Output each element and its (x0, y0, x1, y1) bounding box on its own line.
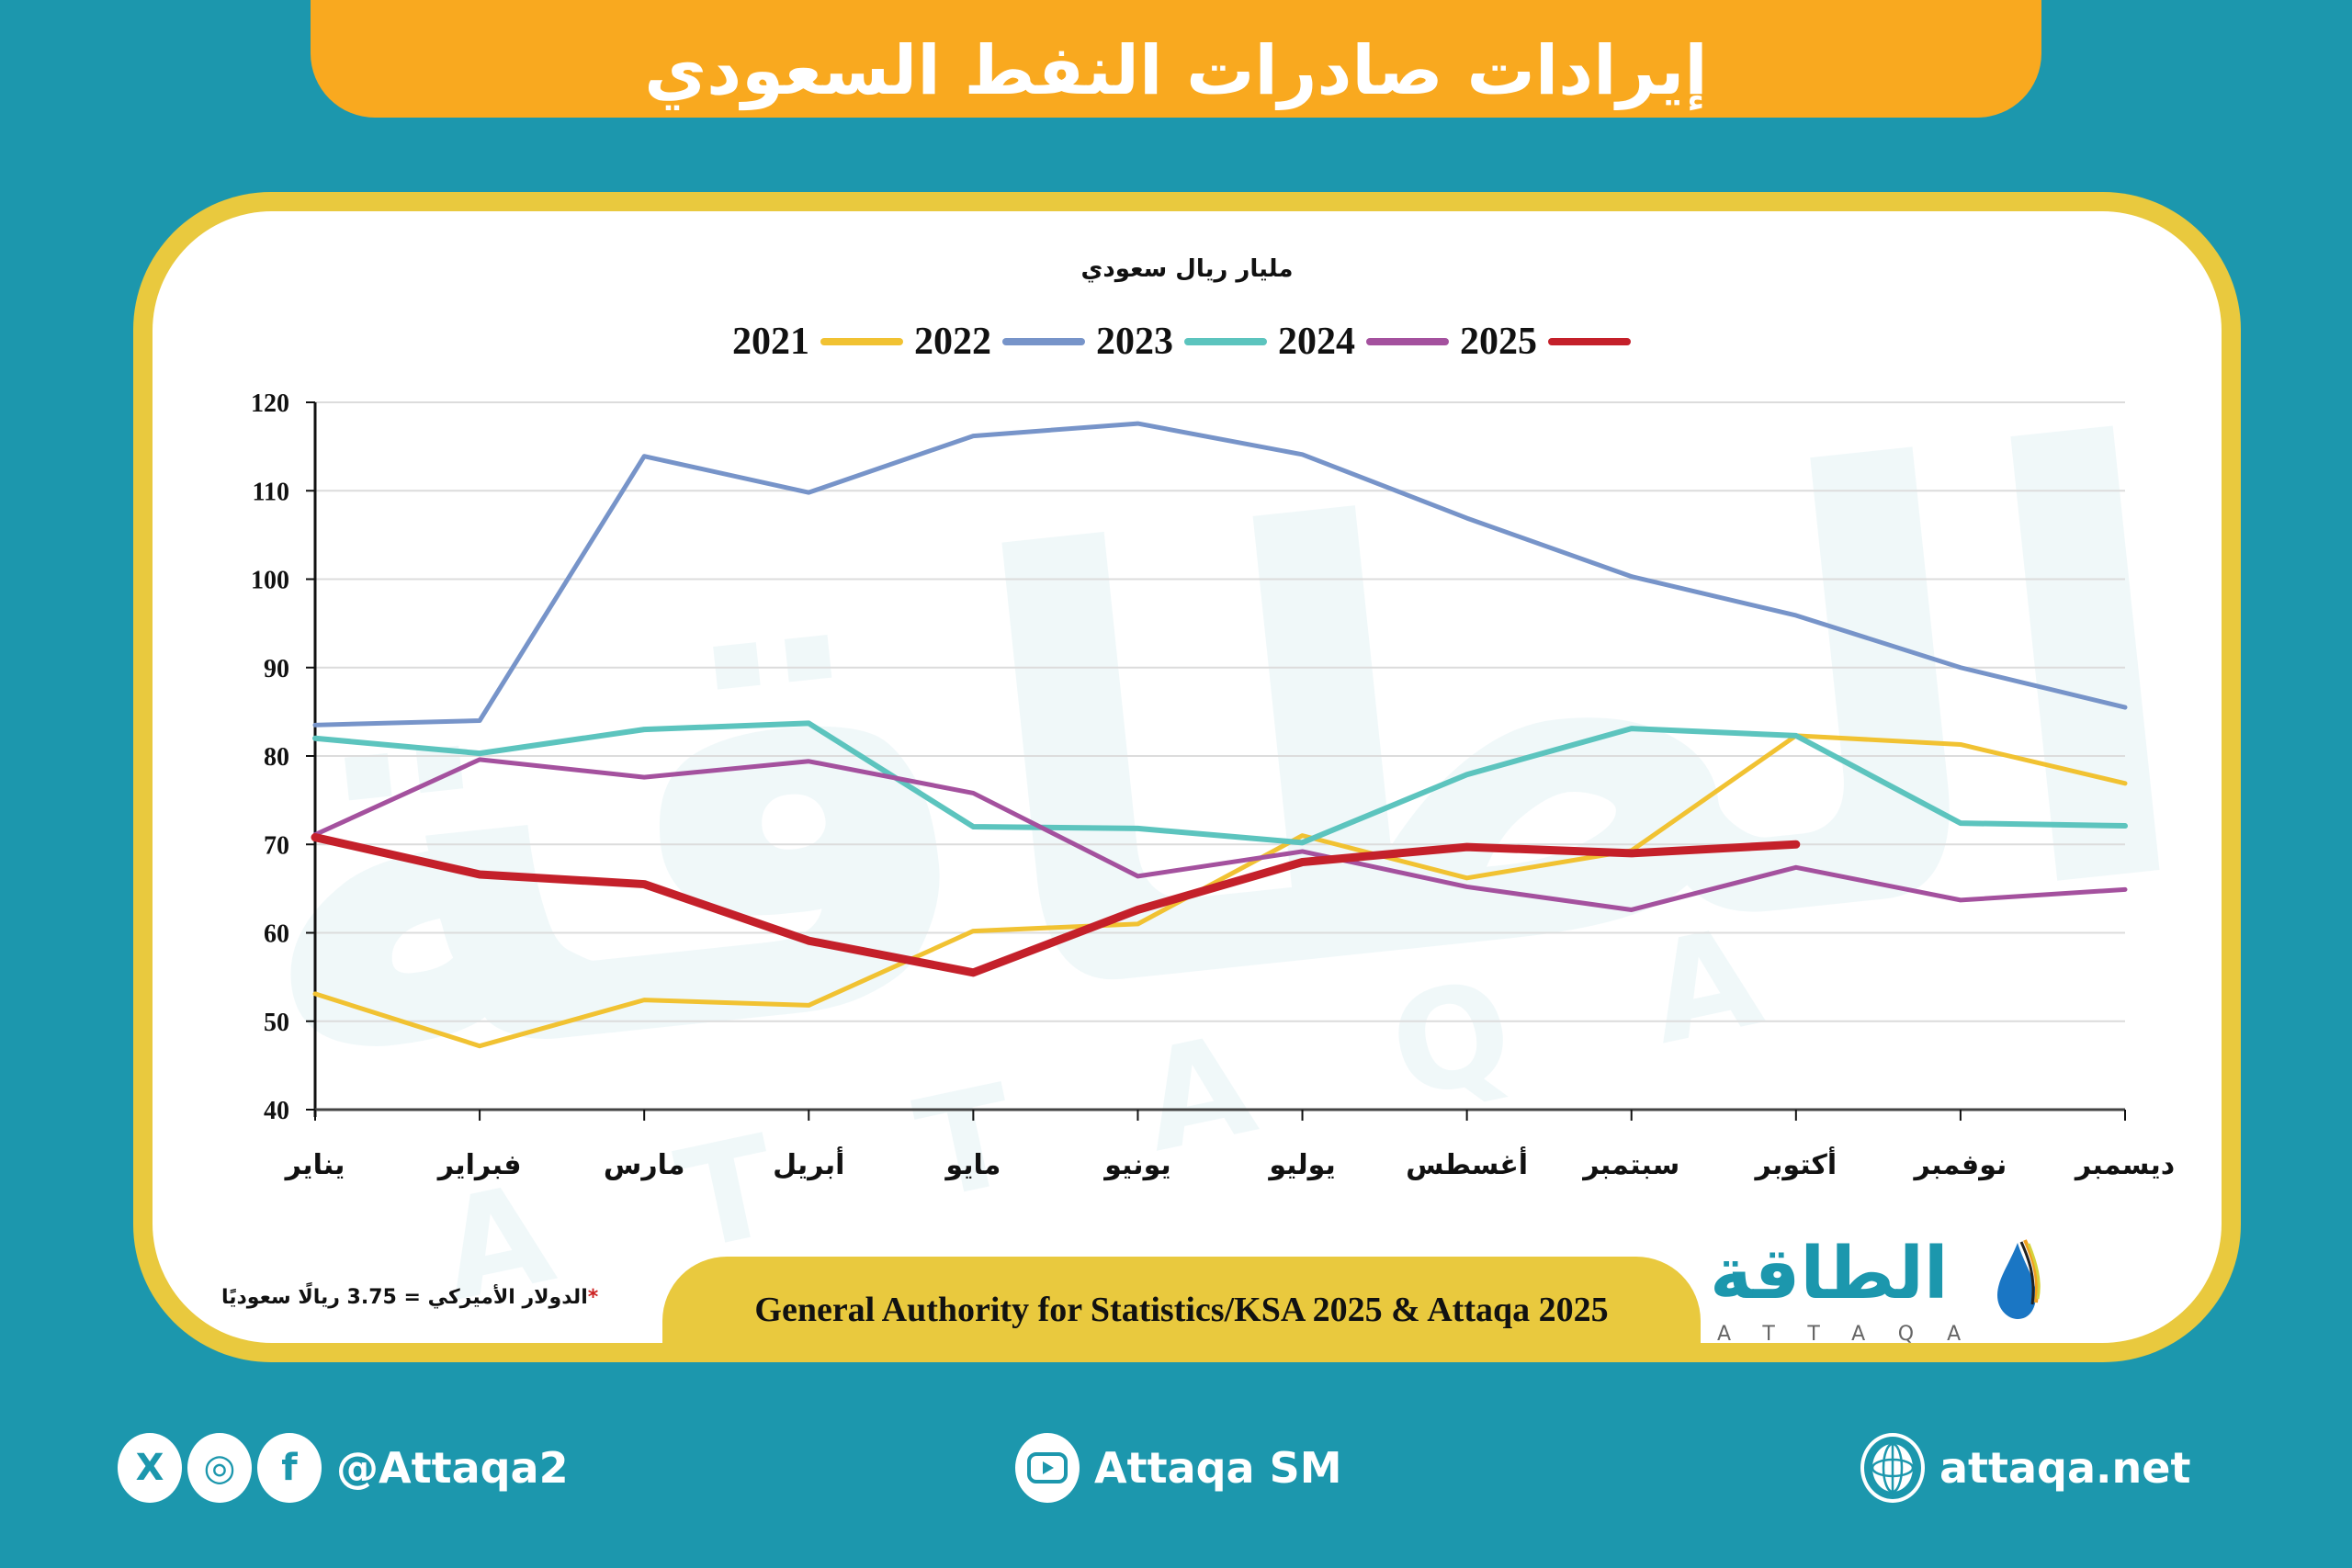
y-tick-label: 120 (251, 389, 289, 418)
source-text: General Authority for Statistics/KSA 202… (754, 1291, 1609, 1329)
x-glyph: X (135, 1447, 164, 1489)
y-tick-label: 110 (253, 478, 289, 506)
y-tick-label: 100 (251, 567, 289, 595)
legend-item-2022: 2022 (914, 320, 1096, 364)
x-tick-label: أبريل (773, 1146, 844, 1181)
chart-card-inner: الطاقة ATTAQA مليار ريال سعودي 2021 2022 2… (153, 211, 2222, 1343)
legend-label: 2021 (732, 321, 809, 363)
x-twitter-icon[interactable]: X (118, 1433, 182, 1503)
series-line-2025 (311, 833, 1801, 977)
social-links: X ◎ f @Attaqa2 (118, 1433, 569, 1503)
y-tick-label: 60 (264, 920, 289, 949)
website-link[interactable]: attaqa.net (1860, 1433, 2190, 1503)
y-tick-label: 70 (264, 831, 289, 860)
legend-item-2025: 2025 (1460, 320, 1642, 364)
y-tick-label: 80 (264, 743, 289, 772)
x-tick-label: أكتوبر (1753, 1146, 1837, 1181)
youtube-channel[interactable]: Attaqa SM (1094, 1443, 1342, 1493)
y-tick-label: 50 (264, 1009, 289, 1037)
chart-legend: 2021 2022 2023 2024 2025 (153, 320, 2222, 364)
attaqa-logo: الطاقة ATTAQA (1710, 1233, 2059, 1343)
youtube-icon[interactable] (1015, 1433, 1080, 1503)
facebook-icon[interactable]: f (257, 1433, 322, 1503)
series-line-2023 (312, 720, 2128, 846)
legend-item-2023: 2023 (1096, 320, 1278, 364)
x-tick-label: ديسمبر (2074, 1149, 2175, 1181)
social-handle[interactable]: @Attaqa2 (336, 1443, 569, 1493)
page-title: إيرادات صادرات النفط السعودي (644, 31, 1708, 110)
legend-swatch (1002, 338, 1085, 345)
footer: X ◎ f @Attaqa2 Attaqa SM attaqa.net (0, 1433, 2352, 1506)
x-tick-label: يناير (284, 1149, 345, 1181)
unit-label: مليار ريال سعودي (1080, 255, 1294, 283)
legend-swatch (820, 338, 903, 345)
legend-item-2024: 2024 (1278, 320, 1460, 364)
x-tick-label: يوليو (1267, 1149, 1335, 1181)
legend-label: 2022 (914, 321, 991, 363)
legend-swatch (1548, 338, 1631, 345)
line-chart: 40 50 60 70 80 90 100 110 120 يناير فبراير مارس أبري… (251, 389, 2175, 1181)
x-tick-label: فبراير (436, 1149, 522, 1181)
logo-english: ATTAQA (1717, 1323, 1995, 1343)
instagram-glyph: ◎ (203, 1447, 236, 1489)
x-tick-label: مايو (944, 1149, 1001, 1181)
instagram-icon[interactable]: ◎ (187, 1433, 252, 1503)
legend-swatch (1366, 338, 1449, 345)
source-banner: General Authority for Statistics/KSA 202… (662, 1257, 1701, 1343)
note-star: * (587, 1286, 599, 1309)
website-url[interactable]: attaqa.net (1939, 1443, 2191, 1493)
title-banner: إيرادات صادرات النفط السعودي (311, 0, 2041, 118)
y-tick-label: 40 (264, 1097, 289, 1125)
oil-drop-logo-icon (1997, 1239, 2041, 1319)
x-tick-label: نوفمبر (1913, 1149, 2007, 1181)
series-line-2022 (312, 421, 2128, 728)
chart-card: الطاقة ATTAQA مليار ريال سعودي 2021 2022 2… (133, 192, 2241, 1362)
x-tick-label: مارس (604, 1149, 685, 1181)
currency-note: *الدولار الأميركي = 3.75 ريالًا سعوديًا (221, 1286, 598, 1309)
legend-label: 2025 (1460, 321, 1537, 363)
youtube-link[interactable]: Attaqa SM (1015, 1433, 1342, 1503)
legend-item-2021: 2021 (732, 320, 914, 364)
legend-label: 2024 (1278, 321, 1355, 363)
logo-arabic: الطاقة (1710, 1233, 1949, 1315)
legend-label: 2023 (1096, 321, 1173, 363)
globe-icon[interactable] (1860, 1433, 1925, 1503)
series-line-2024 (312, 757, 2128, 912)
series-line-2021 (312, 733, 2128, 1049)
x-tick-label: أغسطس (1406, 1146, 1528, 1181)
note-text: الدولار الأميركي = 3.75 ريالًا سعوديًا (221, 1286, 588, 1309)
facebook-glyph: f (281, 1447, 298, 1489)
x-tick-label: يونيو (1102, 1149, 1170, 1181)
x-tick-label: سبتمبر (1581, 1149, 1679, 1181)
y-tick-label: 90 (264, 655, 289, 683)
legend-swatch (1184, 338, 1267, 345)
